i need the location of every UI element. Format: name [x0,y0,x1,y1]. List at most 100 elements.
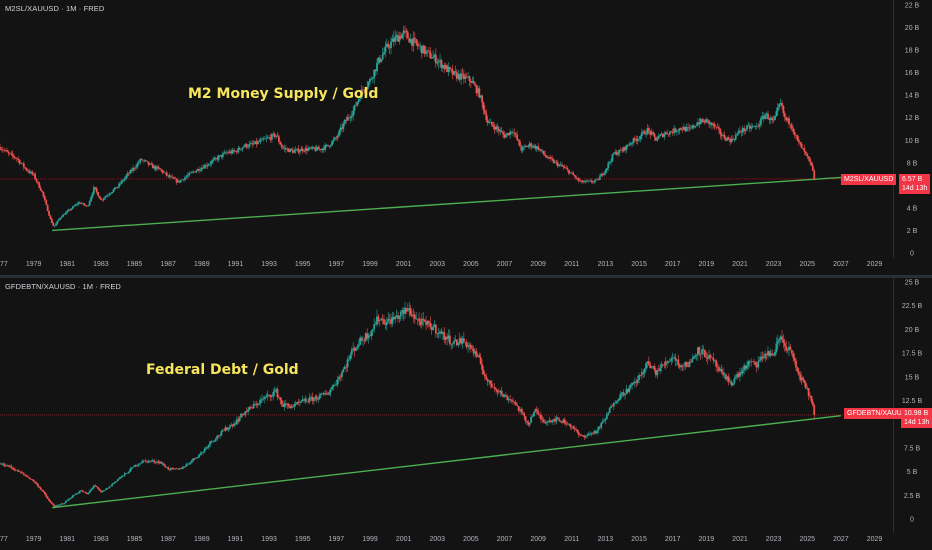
candle-body [570,172,573,174]
candle-body [440,331,443,334]
candle-body [367,335,370,339]
candle-body [755,364,758,368]
candle-body [151,460,154,461]
candle-body [11,153,14,156]
candle-body [139,463,142,465]
candle-body [654,136,657,141]
candle-body [610,160,612,163]
x-tick-label: 1993 [261,261,277,268]
candle-body [803,148,806,152]
candle-body [272,133,275,135]
candle-body [284,403,287,405]
candlestick-chart-m2-gold[interactable]: 02 B4 B6 B8 B10 B12 B14 B16 B18 B20 B22 … [0,0,932,275]
candle-body [719,369,722,371]
candle-body [343,366,346,370]
pane-divider[interactable] [0,275,932,278]
candle-body [514,133,517,135]
candle-body [610,406,612,409]
candle-body [615,151,618,155]
candle-body [516,404,519,406]
candle-body [762,116,765,119]
candle-body [289,148,291,153]
candle-body [105,195,108,197]
candle-body [62,214,64,217]
candle-body [91,487,94,490]
candle-body [772,354,775,356]
candle-body [258,141,261,143]
candle-body [776,107,779,112]
candle-body [56,220,59,224]
candle-body [600,173,603,177]
candle-body [640,372,643,376]
candle-body [723,374,726,376]
candle-body [785,116,788,121]
candle-body [565,423,568,425]
candle-body [259,139,262,142]
candle-body [657,136,660,139]
candle-body [506,133,509,135]
candle-body [460,338,462,344]
candle-body [789,124,792,125]
candle-body [783,342,786,347]
chart-pane-debt-gold[interactable]: 02.5 B5 B7.5 B10 B12.5 B15 B17.5 B20 B22… [0,278,932,550]
candle-body [528,422,531,425]
candle-body [674,128,677,132]
candle-body [544,421,547,424]
candle-body [661,364,664,366]
candle-body [265,396,268,398]
candle-body [137,464,140,466]
support-trendline[interactable] [52,414,841,509]
candle-body [541,150,544,152]
candle-body [659,134,661,137]
candle-body [441,65,444,68]
candle-body [360,337,363,341]
candle-body [256,403,259,406]
candle-body [251,143,254,145]
x-tick-label: 1987 [160,261,176,268]
candle-body [649,364,652,369]
candle-body [25,168,28,171]
candle-body [303,398,306,400]
y-tick-label: 12 B [905,115,920,122]
candle-body [705,356,708,358]
candle-body [283,148,286,149]
candle-body [485,376,488,380]
candle-body [712,124,715,126]
candle-body [268,394,270,396]
candle-body [474,83,476,86]
candle-body [182,467,185,468]
candle-body [694,355,697,358]
candle-body [799,374,802,381]
candle-body [364,333,367,341]
candle-body [432,327,434,331]
chart-pane-m2-gold[interactable]: 02 B4 B6 B8 B10 B12 B14 B16 B18 B20 B22 … [0,0,932,275]
candle-body [207,164,210,166]
candle-body [34,173,36,179]
support-trendline[interactable] [52,176,841,232]
candle-body [489,121,492,123]
candle-body [764,114,767,119]
candle-body [479,95,482,98]
candle-body [199,453,202,455]
candle-body [230,424,233,426]
candle-body [83,203,85,206]
candle-body [622,392,625,396]
x-tick-label: 2027 [833,261,849,268]
candle-body [366,333,369,339]
candle-body [321,393,324,394]
candle-body [404,30,406,32]
candle-body [273,390,276,393]
candle-body [450,343,453,345]
candle-body [813,170,816,179]
candle-body [339,376,342,378]
candles [0,25,816,228]
candle-body [633,138,636,140]
candle-body [552,159,555,163]
candle-body [533,412,535,417]
candle-body [226,152,228,154]
candle-body [517,139,520,142]
candle-body [457,343,460,346]
candlestick-chart-debt-gold[interactable]: 02.5 B5 B7.5 B10 B12.5 B15 B17.5 B20 B22… [0,278,932,550]
candle-body [192,458,195,461]
candle-body [171,176,174,178]
